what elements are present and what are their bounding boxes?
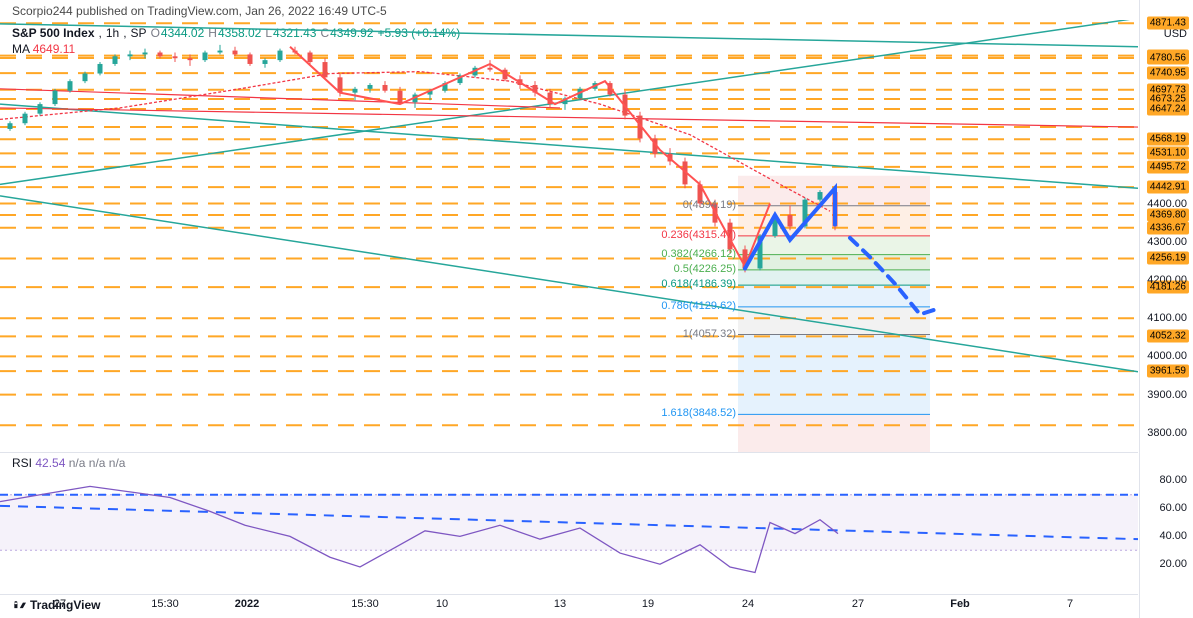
price-level: 4200.00 [1145, 274, 1189, 286]
fib-level-label: 0(4394.19) [660, 199, 736, 211]
price-level-highlight: 4568.19 [1147, 133, 1189, 146]
price-level: 3900.00 [1145, 389, 1189, 401]
price-level-highlight: 4780.56 [1147, 52, 1189, 65]
price-level: 3800.00 [1145, 427, 1189, 439]
price-level-highlight: 4336.67 [1147, 221, 1189, 234]
tradingview-logo-icon [12, 598, 26, 612]
price-level-highlight: 4740.95 [1147, 67, 1189, 80]
publish-header: Scorpio244 published on TradingView.com,… [12, 4, 387, 18]
price-level-highlight: 4871.43 [1147, 17, 1189, 30]
price-level: 4300.00 [1145, 236, 1189, 248]
time-tick: Feb [950, 598, 970, 610]
fib-level-label: 1.618(3848.52) [660, 407, 736, 419]
price-chart-svg [0, 20, 1138, 452]
price-level-highlight: 3961.59 [1147, 365, 1189, 378]
time-tick: 10 [436, 598, 448, 610]
time-tick: 7 [1067, 598, 1073, 610]
main-chart-panel[interactable] [0, 20, 1138, 452]
fib-level-label: 0.236(4315.47) [660, 229, 736, 241]
rsi-chart-svg [0, 453, 1138, 592]
price-level-highlight: 4442.91 [1147, 181, 1189, 194]
rsi-scale-tick: 60.00 [1157, 502, 1189, 514]
rsi-scale-tick: 20.00 [1157, 558, 1189, 570]
time-tick: 2022 [235, 598, 259, 610]
time-tick: 15:30 [151, 598, 179, 610]
price-level-highlight: 4369.80 [1147, 209, 1189, 222]
rsi-scale-tick: 80.00 [1157, 474, 1189, 486]
price-level: 4000.00 [1145, 350, 1189, 362]
price-level-highlight: 4647.24 [1147, 102, 1189, 115]
time-tick: 19 [642, 598, 654, 610]
time-tick: 27 [852, 598, 864, 610]
price-level: 4100.00 [1145, 312, 1189, 324]
price-level-highlight: 4531.10 [1147, 147, 1189, 160]
fib-level-label: 0.5(4226.25) [660, 263, 736, 275]
price-level-highlight: 4256.19 [1147, 252, 1189, 265]
watermark-text: TradingView [30, 598, 100, 612]
fib-level-label: 0.382(4266.12) [660, 248, 736, 260]
price-level-highlight: 4495.72 [1147, 160, 1189, 173]
fib-level-label: 0.618(4186.39) [660, 278, 736, 290]
time-tick: 15:30 [351, 598, 379, 610]
rsi-panel[interactable] [0, 452, 1138, 592]
rsi-scale-tick: 40.00 [1157, 530, 1189, 542]
currency-label: USD [1164, 28, 1187, 40]
tradingview-watermark: TradingView [12, 598, 100, 612]
time-tick: 13 [554, 598, 566, 610]
time-scale[interactable]: 2715:30202215:301013192427Feb7 [0, 594, 1138, 618]
fib-level-label: 1(4057.32) [660, 328, 736, 340]
price-scale[interactable]: USD 4871.434786.784780.564740.954697.734… [1139, 0, 1193, 618]
price-level-highlight: 4052.32 [1147, 330, 1189, 343]
price-level: 4400.00 [1145, 198, 1189, 210]
time-tick: 24 [742, 598, 754, 610]
fib-level-label: 0.786(4129.62) [660, 300, 736, 312]
